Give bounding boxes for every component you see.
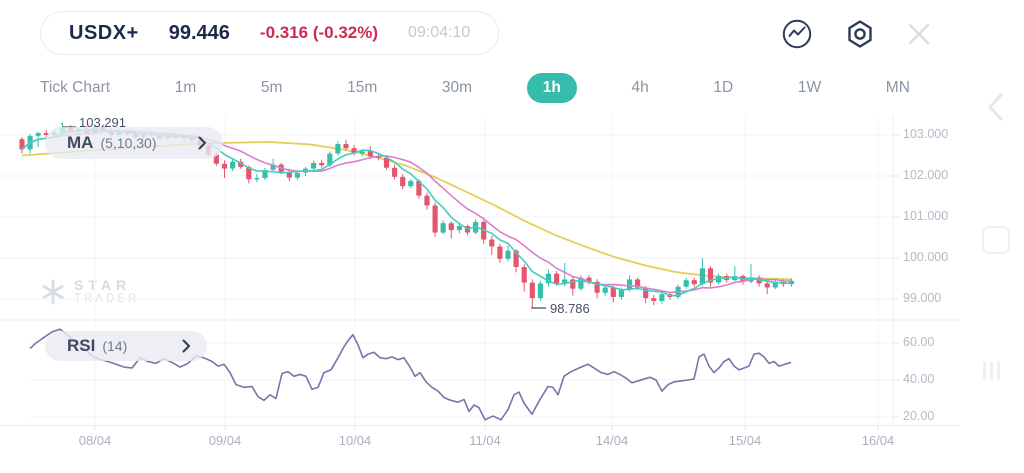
high-price-annotation: 103.291 (79, 115, 126, 130)
tab-mn[interactable]: MN (876, 74, 920, 102)
rsi-label: RSI (67, 336, 96, 355)
date-axis-label: 08/04 (78, 433, 112, 448)
watermark-line1: STAR (74, 277, 132, 293)
settings-button[interactable] (842, 16, 878, 52)
tab-30m[interactable]: 30m (432, 74, 482, 102)
ma-params: (5,10,30) (100, 135, 157, 151)
quote-time: 09:04:10 (408, 24, 471, 41)
symbol-summary-pill: USDX+ 99.446 -0.316 (-0.32%) 09:04:10 (40, 11, 500, 55)
indicator-button[interactable] (779, 16, 815, 52)
timeframe-tabs: Tick Chart 1m 5m 15m 30m 1h 4h 1D 1W MN (30, 72, 920, 104)
rsi-axis-label: 60.00 (903, 335, 935, 349)
grid-lines (0, 115, 960, 426)
date-axis-label: 09/04 (208, 433, 242, 448)
close-button[interactable] (901, 16, 937, 52)
date-axis-label: 11/04 (469, 433, 501, 448)
date-axis-label: 16/04 (861, 433, 895, 448)
chevron-right-icon (182, 339, 191, 353)
ma-indicator-pill[interactable]: MA (5,10,30) (45, 127, 223, 159)
tab-1m[interactable]: 1m (165, 74, 207, 102)
price-axis-label: 101.000 (903, 209, 949, 223)
price-change: -0.316 (-0.32%) (259, 23, 379, 42)
date-axis-label: 14/04 (595, 433, 629, 448)
tab-1h[interactable]: 1h (526, 73, 577, 103)
rsi-axis-label: 40.00 (903, 372, 935, 386)
pulse-chart-icon (782, 19, 812, 49)
last-price: 99.446 (168, 21, 230, 44)
collapse-panel-button[interactable] (985, 92, 1005, 127)
rsi-indicator-pill[interactable]: RSI (14) (45, 331, 208, 361)
tab-5m[interactable]: 5m (251, 74, 293, 102)
date-axis-label: 10/04 (338, 433, 372, 448)
price-axis-label: 100.000 (903, 250, 949, 264)
gear-icon (848, 20, 872, 48)
tab-1d[interactable]: 1D (703, 74, 743, 102)
tab-1w[interactable]: 1W (788, 74, 831, 102)
ma-label: MA (67, 133, 94, 152)
price-axis-label: 103.000 (903, 127, 949, 141)
chevron-right-icon (198, 136, 206, 150)
tab-4h[interactable]: 4h (621, 74, 658, 102)
floating-square-button[interactable] (982, 226, 1010, 254)
chevron-left-icon (988, 93, 1003, 121)
axis-ticks (94, 134, 899, 431)
low-price-annotation: 98.786 (550, 301, 590, 316)
price-axis-label: 102.000 (903, 168, 949, 182)
rsi-line (29, 328, 792, 421)
symbol-name: USDX+ (69, 21, 139, 44)
drag-handle[interactable] (983, 361, 1000, 380)
ma30-line (21, 141, 793, 281)
tab-15m[interactable]: 15m (337, 74, 387, 102)
price-axis-label: 99.000 (903, 291, 942, 305)
rsi-params: (14) (102, 338, 128, 354)
rsi-axis-label: 20.00 (903, 409, 935, 423)
date-axis-label: 15/04 (728, 433, 762, 448)
tab-tick-chart[interactable]: Tick Chart (30, 74, 120, 102)
low-marker (531, 306, 546, 309)
close-icon (908, 23, 930, 45)
